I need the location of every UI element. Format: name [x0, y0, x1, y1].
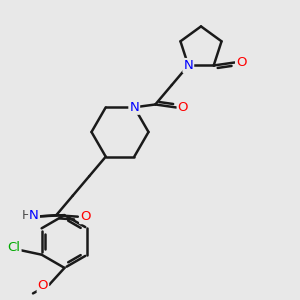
Text: H: H: [22, 209, 31, 222]
Text: N: N: [29, 209, 39, 222]
Text: O: O: [178, 101, 188, 114]
Text: O: O: [80, 210, 91, 223]
Text: O: O: [236, 56, 247, 69]
Text: N: N: [183, 59, 193, 72]
Text: N: N: [129, 101, 139, 114]
Text: O: O: [38, 279, 48, 292]
Text: Cl: Cl: [8, 241, 20, 254]
